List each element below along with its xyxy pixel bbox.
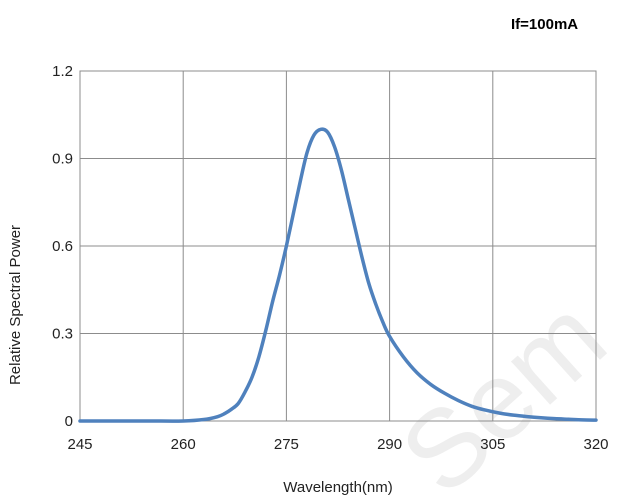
y-tick-label: 0 bbox=[65, 413, 73, 430]
x-tick-label: 290 bbox=[377, 436, 402, 453]
plot-area-border bbox=[79, 70, 597, 422]
x-tick-labels: 245 260 275 290 305 320 bbox=[67, 436, 608, 453]
x-tick-label: 275 bbox=[274, 436, 299, 453]
y-tick-label: 0.9 bbox=[52, 151, 73, 168]
y-tick-label: 0.3 bbox=[52, 326, 73, 343]
y-tick-label: 1.2 bbox=[52, 63, 73, 80]
x-tick-label: 260 bbox=[171, 436, 196, 453]
x-tick-label: 320 bbox=[583, 436, 608, 453]
current-annotation: If=100mA bbox=[511, 16, 578, 33]
y-axis-title: Relative Spectral Power bbox=[7, 225, 24, 385]
x-tick-label: 305 bbox=[480, 436, 505, 453]
watermark-text: Sem bbox=[378, 275, 617, 499]
y-tick-labels: 0 0.3 0.6 0.9 1.2 bbox=[52, 63, 73, 430]
spectral-power-line bbox=[78, 127, 598, 423]
x-tick-label: 245 bbox=[67, 436, 92, 453]
x-axis-title: Wavelength(nm) bbox=[283, 479, 392, 496]
y-tick-label: 0.6 bbox=[52, 238, 73, 255]
